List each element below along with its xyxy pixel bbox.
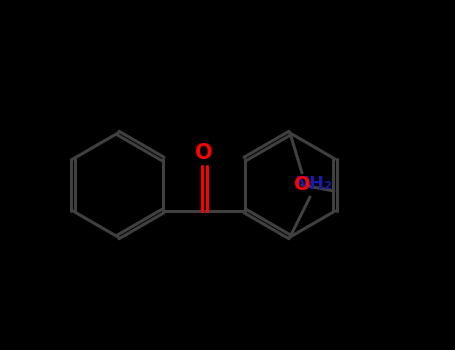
Text: O: O: [195, 143, 213, 163]
Text: O: O: [293, 175, 310, 195]
Text: NH₂: NH₂: [294, 175, 332, 193]
